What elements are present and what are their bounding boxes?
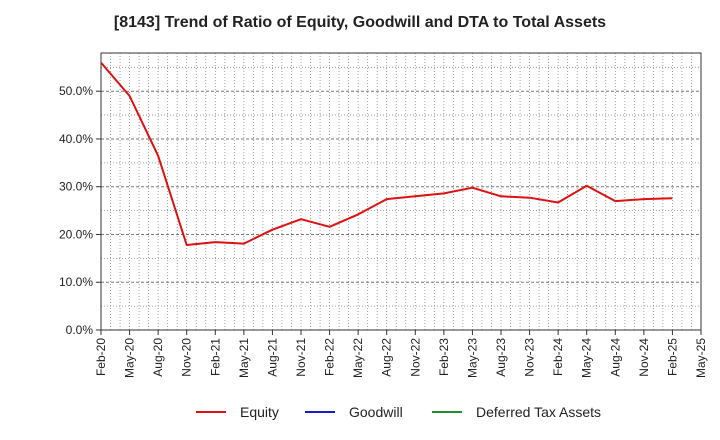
x-tick-label: May-24: [580, 338, 594, 378]
x-tick-label: Feb-25: [665, 338, 679, 376]
legend-swatch-equity: [196, 411, 226, 413]
x-tick-label: Aug-20: [151, 338, 165, 377]
tick-labels: 0.0% 10.0% 20.0% 30.0% 40.0% 50.0% Feb-20 May-2…: [59, 84, 708, 378]
legend-item-dta: Deferred Tax Assets: [432, 404, 601, 420]
legend-label-goodwill: Goodwill: [349, 404, 403, 420]
x-tick-label: Feb-23: [437, 338, 451, 376]
x-tick-label: Feb-22: [323, 338, 337, 376]
x-tick-label: Nov-20: [180, 338, 194, 377]
plot-frame: [100, 52, 702, 331]
legend-swatch-dta: [432, 411, 462, 413]
chart-title: [8143] Trend of Ratio of Equity, Goodwil…: [113, 14, 607, 31]
legend-item-goodwill: Goodwill: [305, 404, 403, 420]
x-tick-label: Aug-24: [608, 338, 622, 377]
x-tick-label: May-22: [351, 338, 365, 378]
legend-swatch-goodwill: [305, 411, 335, 413]
x-tick-label: Nov-22: [408, 338, 422, 377]
axes: [96, 52, 702, 335]
x-tick-label: May-25: [694, 338, 708, 378]
y-tick-label: 20.0%: [59, 227, 93, 241]
x-tick-label: Feb-21: [208, 338, 222, 376]
y-tick-label: 50.0%: [59, 84, 93, 98]
legend: Equity Goodwill Deferred Tax Assets: [0, 404, 720, 426]
x-tick-label: Aug-22: [380, 338, 394, 377]
x-tick-label: Nov-21: [294, 338, 308, 377]
legend-item-equity: Equity: [196, 404, 279, 420]
x-tick-label: Feb-24: [551, 338, 565, 376]
y-tick-label: 0.0%: [66, 323, 94, 337]
y-tick-label: 30.0%: [59, 180, 93, 194]
x-tick-label: May-21: [237, 338, 251, 378]
legend-label-dta: Deferred Tax Assets: [476, 404, 602, 420]
x-tick-label: May-20: [123, 338, 137, 378]
x-tick-label: Feb-20: [94, 338, 108, 376]
x-tick-label: Aug-21: [265, 338, 279, 377]
x-tick-label: Nov-24: [637, 338, 651, 377]
legend-label-equity: Equity: [240, 404, 279, 420]
x-tick-label: Nov-23: [523, 338, 537, 377]
series-line-equity: [100, 61, 673, 246]
y-tick-label: 10.0%: [59, 275, 93, 289]
grid-lines: [100, 53, 702, 331]
x-tick-label: May-23: [465, 338, 479, 378]
y-tick-label: 40.0%: [59, 132, 93, 146]
series-lines: [100, 61, 673, 246]
x-tick-label: Aug-23: [494, 338, 508, 377]
